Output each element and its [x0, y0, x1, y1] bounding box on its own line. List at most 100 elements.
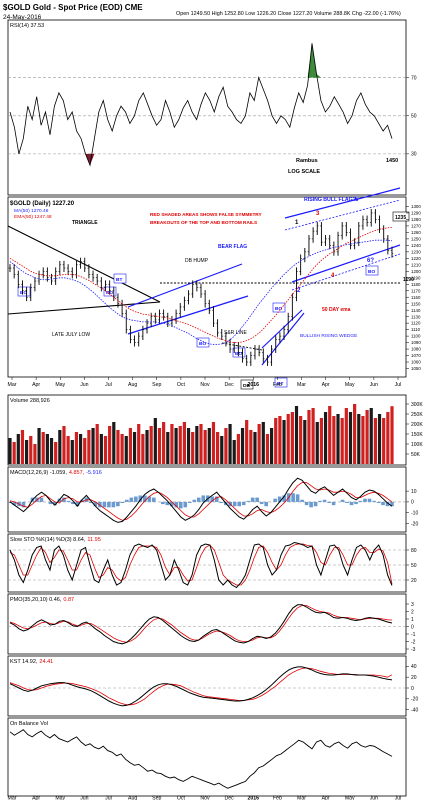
pmo-tick-label-1: -2: [411, 639, 416, 645]
volume-bar: [240, 428, 245, 464]
volume-bar: [377, 414, 382, 464]
triangle-label: TRIANGLE: [72, 220, 98, 226]
db-text: DB: [243, 383, 250, 389]
macd-hist-bar: [214, 496, 219, 502]
bo-text-5: BO: [275, 306, 282, 312]
x-tick-label-0: Mar: [8, 382, 17, 388]
volume-bar: [54, 442, 58, 464]
macd-hist-bar: [89, 501, 93, 503]
macd-hist-bar: [385, 501, 390, 507]
ema50-line: [9, 226, 393, 343]
rising-bull-flag-label: RISING BULL FLAG?: [304, 197, 356, 203]
volume-bar: [170, 424, 174, 464]
volume-bar: [203, 430, 207, 464]
macd-hist-bar: [120, 501, 125, 503]
x-tick-label-15: Jun: [370, 382, 378, 388]
price-drawings: [7, 187, 401, 366]
db-badge: DB: [240, 379, 254, 390]
volume-bar: [141, 434, 145, 464]
volume-bar: [37, 428, 41, 464]
flag-upper-rail: [284, 187, 401, 219]
price-tick-label-2: 1070: [411, 353, 421, 358]
macd-hist-bar: [111, 501, 116, 508]
obv-line: [9, 729, 393, 789]
volume-bar: [373, 418, 377, 464]
volume-bar: [245, 420, 249, 464]
macd-hist-bar: [196, 497, 201, 502]
price-tick-label-17: 1220: [411, 256, 421, 261]
volume-bar: [282, 420, 286, 464]
macd-hist-bar: [165, 501, 170, 506]
volume-bar: [323, 412, 328, 464]
volume-bar: [112, 422, 116, 464]
volume-bar: [74, 432, 79, 464]
bt-badge: BT: [113, 273, 127, 284]
ema-legend: EMA(50) 1247.48: [14, 214, 52, 220]
volume-bar: [319, 418, 324, 464]
x-tick-label-16: Jul: [395, 382, 402, 388]
rsi-tick-label-1: 50: [411, 114, 417, 120]
volume-tick-label-5: 300K: [411, 402, 423, 408]
volume-bar: [249, 430, 253, 464]
volume-bar: [153, 418, 157, 464]
macd-hist-bar: [71, 501, 75, 505]
macd-hist-bar: [210, 496, 215, 502]
macd-hist-bar: [178, 501, 183, 509]
macd-hist-bar: [255, 497, 259, 502]
rsi-line: [9, 43, 393, 167]
header-quote: Open 1249.50 High 1252.80 Low 1226.20 Cl…: [176, 11, 401, 17]
volume-bar: [265, 434, 270, 464]
sto-tick-label-1: 50: [411, 563, 417, 569]
volume-bar: [70, 440, 74, 464]
macd-hist-bar: [291, 493, 295, 502]
volume-bar: [162, 422, 166, 464]
macd-hist-bar: [273, 498, 277, 502]
x-tick-label-4: Jul: [105, 382, 112, 388]
red-shaded-label: RED SHADED AREAS SHOWS FALSE SYMMETRY: [150, 212, 263, 217]
code-label: 1450: [386, 158, 398, 164]
rsi-tick-label-2: 70: [411, 75, 417, 81]
volume-bar: [25, 440, 29, 464]
triangle-upper-line: [7, 225, 161, 303]
bo-box-3: [196, 337, 210, 348]
price-tick-label-1: 1060: [411, 360, 421, 365]
pmo-label: PMO(35,20,10) 0.46, 0.87: [10, 597, 74, 603]
price-tick-label-15: 1200: [411, 269, 421, 274]
bullish-wedge-label: BULLISH RISING WEDGE: [300, 333, 357, 339]
volume-bar: [157, 428, 162, 464]
bt-text-2: BT: [277, 381, 283, 387]
breakouts-label: BREAKOUTS OF THE TOP AND BOTTOM RAILS: [150, 220, 257, 225]
macd-hist-bar: [12, 501, 17, 506]
macd-hist-bar: [246, 500, 250, 502]
bottom-x-tick-label-9: Dec: [225, 796, 235, 800]
volume-bar: [33, 444, 37, 464]
pmo-tick-label-6: 3: [411, 602, 414, 608]
macd-hist-bar: [169, 501, 174, 507]
price-tick-label-11: 1160: [411, 295, 421, 300]
volume-bar: [382, 418, 386, 464]
macd-hist-bar: [313, 501, 318, 507]
kst-label: KST 14.92, 24.41: [10, 659, 53, 665]
rsi-label: RSI(14) 37.53: [10, 23, 44, 29]
price-title: $GOLD (Daily) 1227.20: [10, 201, 75, 207]
bt-text: BT: [116, 277, 122, 283]
volume-bar: [149, 426, 153, 464]
macd-hist-bar: [147, 496, 152, 502]
rsi-overbought-shade: [316, 73, 321, 78]
volume-label: Volume 288,926: [10, 398, 50, 404]
volume-bar: [224, 428, 228, 464]
sto-tick-label-0: 20: [411, 578, 417, 584]
price-tick-label-13: 1180: [411, 282, 421, 287]
bottom-x-tick-label-16: Jul: [395, 796, 402, 800]
macd-label-hist: -5.916: [86, 470, 102, 476]
x-tick-label-13: Apr: [322, 382, 330, 388]
price-tick-label-19: 1240: [411, 243, 421, 248]
volume-bar: [41, 432, 45, 464]
level-1235-label: 1235: [395, 215, 406, 221]
x-tick-label-8: Nov: [200, 382, 210, 388]
volume-bar: [128, 428, 133, 464]
volume-bar: [137, 424, 141, 464]
pmo-label-signal: 0.87: [63, 597, 74, 603]
header-title: $GOLD Gold - Spot Price (EOD) CME: [3, 3, 143, 12]
wave-6: 6?: [367, 258, 374, 264]
